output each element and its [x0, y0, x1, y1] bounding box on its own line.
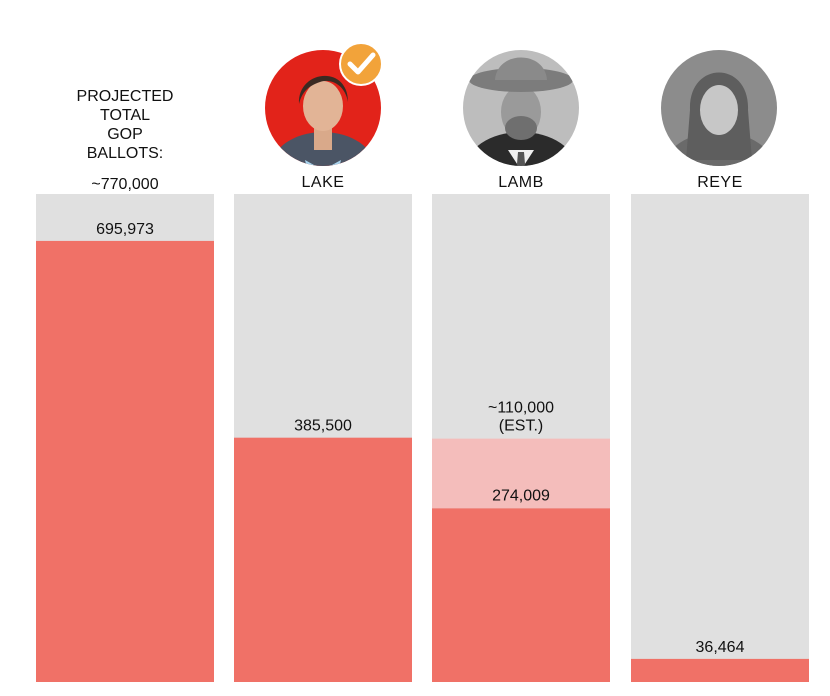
checkmark-icon — [339, 42, 383, 86]
bar-value-label: 385,500 — [294, 418, 352, 435]
header-line: GOP — [107, 126, 143, 143]
bar-value-label: 36,464 — [696, 639, 745, 656]
header-line: BALLOTS: — [87, 145, 163, 162]
header-line: TOTAL — [100, 107, 150, 124]
projected-total-value: ~770,000 — [91, 176, 158, 193]
candidate-name-label: LAKE — [302, 174, 345, 191]
bar-track — [631, 194, 809, 682]
bar-estimate-segment — [432, 438, 610, 509]
bar-value-label: 695,973 — [96, 221, 154, 238]
lamb-photo-icon — [463, 50, 579, 166]
estimate-note-label: (EST.) — [499, 418, 543, 435]
bar — [234, 437, 412, 682]
estimate-value-label: ~110,000 — [488, 400, 554, 417]
reye-photo-icon — [661, 50, 777, 166]
bar — [432, 508, 610, 682]
projected-total-header: PROJECTED TOTAL GOP BALLOTS: ~770,000 — [77, 88, 174, 193]
bar — [631, 658, 809, 682]
bar — [36, 240, 214, 682]
bar-value-label: 274,009 — [492, 487, 550, 504]
candidate-name-label: REYE — [697, 174, 743, 191]
header-line: PROJECTED — [77, 88, 174, 105]
candidate-name-label: LAMB — [498, 174, 544, 191]
